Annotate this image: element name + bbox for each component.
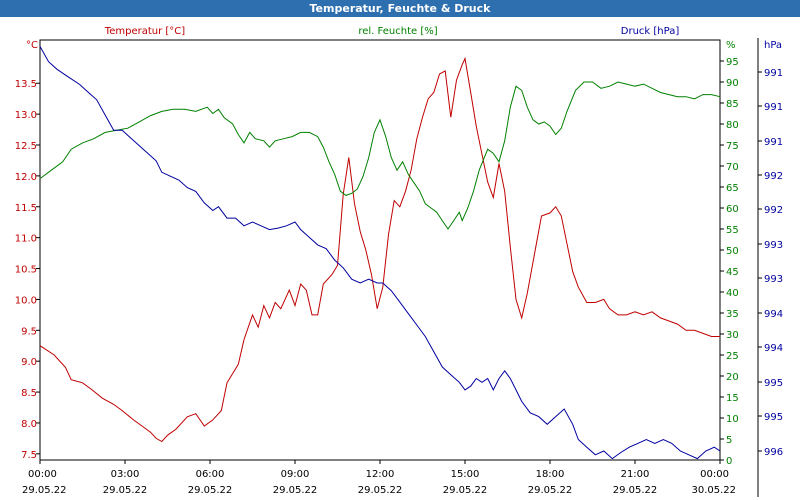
humidity-tick-label: 55 [726, 225, 739, 236]
humidity-unit-label: % [726, 40, 736, 51]
x-date-label: 29.05.22 [358, 485, 403, 496]
pressure-tick-label: 994 [764, 309, 783, 320]
series-legend-temperature: Temperatur [°C] [104, 26, 185, 37]
series-line-temperature [39, 56, 720, 443]
humidity-tick-label: 40 [726, 288, 739, 299]
x-date-label: 29.05.22 [443, 485, 488, 496]
temp-tick-label: 8.5 [21, 388, 37, 399]
series-line-pressure [39, 46, 721, 460]
humidity-tick-label: 15 [726, 393, 739, 404]
humidity-tick-label: 70 [726, 162, 739, 173]
pressure-tick-label: 993 [764, 274, 783, 285]
humidity-tick-label: 85 [726, 99, 739, 110]
x-date-label: 29.05.22 [613, 485, 658, 496]
temp-tick-label: 9.5 [21, 326, 37, 337]
temp-tick-label: 10.0 [15, 295, 37, 306]
series-legend-pressure: Druck [hPa] [621, 26, 680, 37]
temp-tick-label: 11.5 [15, 203, 37, 214]
humidity-tick-label: 25 [726, 351, 739, 362]
x-tick-label: 09:00 [281, 469, 310, 480]
x-tick-label: 21:00 [621, 469, 650, 480]
pressure-tick-label: 995 [764, 378, 783, 389]
x-date-label: 29.05.22 [22, 485, 67, 496]
chart-title: Temperatur, Feuchte & Druck [0, 0, 800, 17]
x-tick-label: 06:00 [196, 469, 225, 480]
x-date-label: 29.05.22 [528, 485, 573, 496]
pressure-tick-label: 991 [764, 137, 783, 148]
humidity-tick-label: 95 [726, 57, 739, 68]
humidity-tick-label: 45 [726, 267, 739, 278]
humidity-tick-label: 20 [726, 372, 739, 383]
axes-layer [36, 38, 762, 497]
x-date-label: 30.05.22 [691, 485, 736, 496]
humidity-tick-label: 75 [726, 141, 739, 152]
pressure-unit-label: hPa [764, 40, 782, 51]
series-line-humidity [39, 81, 721, 230]
x-tick-label: 00:00 [700, 469, 729, 480]
pressure-tick-label: 991 [764, 68, 783, 79]
pressure-tick-label: 992 [764, 205, 783, 216]
chart-area: 7.5 8.0 8.5 9.0 9.5 10.0 10.5 11.0 11.5 12.0 12.5 1… [15, 26, 783, 497]
series-legend-humidity: rel. Feuchte [%] [358, 26, 437, 37]
temp-tick-label: 12.5 [15, 141, 37, 152]
x-tick-label: 00:00 [28, 469, 57, 480]
series-layer [39, 46, 721, 460]
pressure-tick-label: 996 [764, 447, 783, 458]
temp-tick-label: 8.0 [21, 419, 37, 430]
humidity-tick-label: 30 [726, 330, 739, 341]
pressure-tick-label: 992 [764, 171, 783, 182]
humidity-tick-label: 50 [726, 246, 739, 257]
x-date-label: 29.05.22 [103, 485, 148, 496]
labels-layer: 7.5 8.0 8.5 9.0 9.5 10.0 10.5 11.0 11.5 12.0 12.5 1… [15, 26, 783, 496]
humidity-tick-label: 0 [726, 456, 732, 467]
humidity-tick-label: 90 [726, 78, 739, 89]
temp-tick-label: 13.5 [15, 79, 37, 90]
humidity-tick-label: 65 [726, 183, 739, 194]
x-date-label: 29.05.22 [188, 485, 233, 496]
temp-tick-label: 13.0 [15, 110, 37, 121]
pressure-tick-label: 991 [764, 102, 783, 113]
humidity-tick-label: 60 [726, 204, 739, 215]
x-tick-label: 18:00 [536, 469, 565, 480]
x-tick-label: 03:00 [111, 469, 140, 480]
humidity-tick-label: 35 [726, 309, 739, 320]
x-date-label: 29.05.22 [273, 485, 318, 496]
x-tick-label: 12:00 [366, 469, 395, 480]
pressure-tick-label: 994 [764, 343, 783, 354]
pressure-tick-label: 995 [764, 412, 783, 423]
temp-tick-label: 10.5 [15, 265, 37, 276]
temp-tick-label: 7.5 [21, 450, 37, 461]
plot-frame [39, 39, 721, 461]
humidity-tick-label: 5 [726, 435, 732, 446]
x-tick-label: 15:00 [451, 469, 480, 480]
pressure-tick-label: 993 [764, 240, 783, 251]
humidity-tick-label: 10 [726, 414, 739, 425]
temp-tick-label: 11.0 [15, 234, 37, 245]
temp-tick-label: 9.0 [21, 357, 37, 368]
temp-tick-label: 12.0 [15, 172, 37, 183]
humidity-tick-label: 80 [726, 120, 739, 131]
temp-unit-label: °C [26, 40, 38, 51]
